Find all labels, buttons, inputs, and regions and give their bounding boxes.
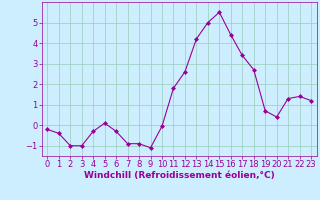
X-axis label: Windchill (Refroidissement éolien,°C): Windchill (Refroidissement éolien,°C) — [84, 171, 275, 180]
